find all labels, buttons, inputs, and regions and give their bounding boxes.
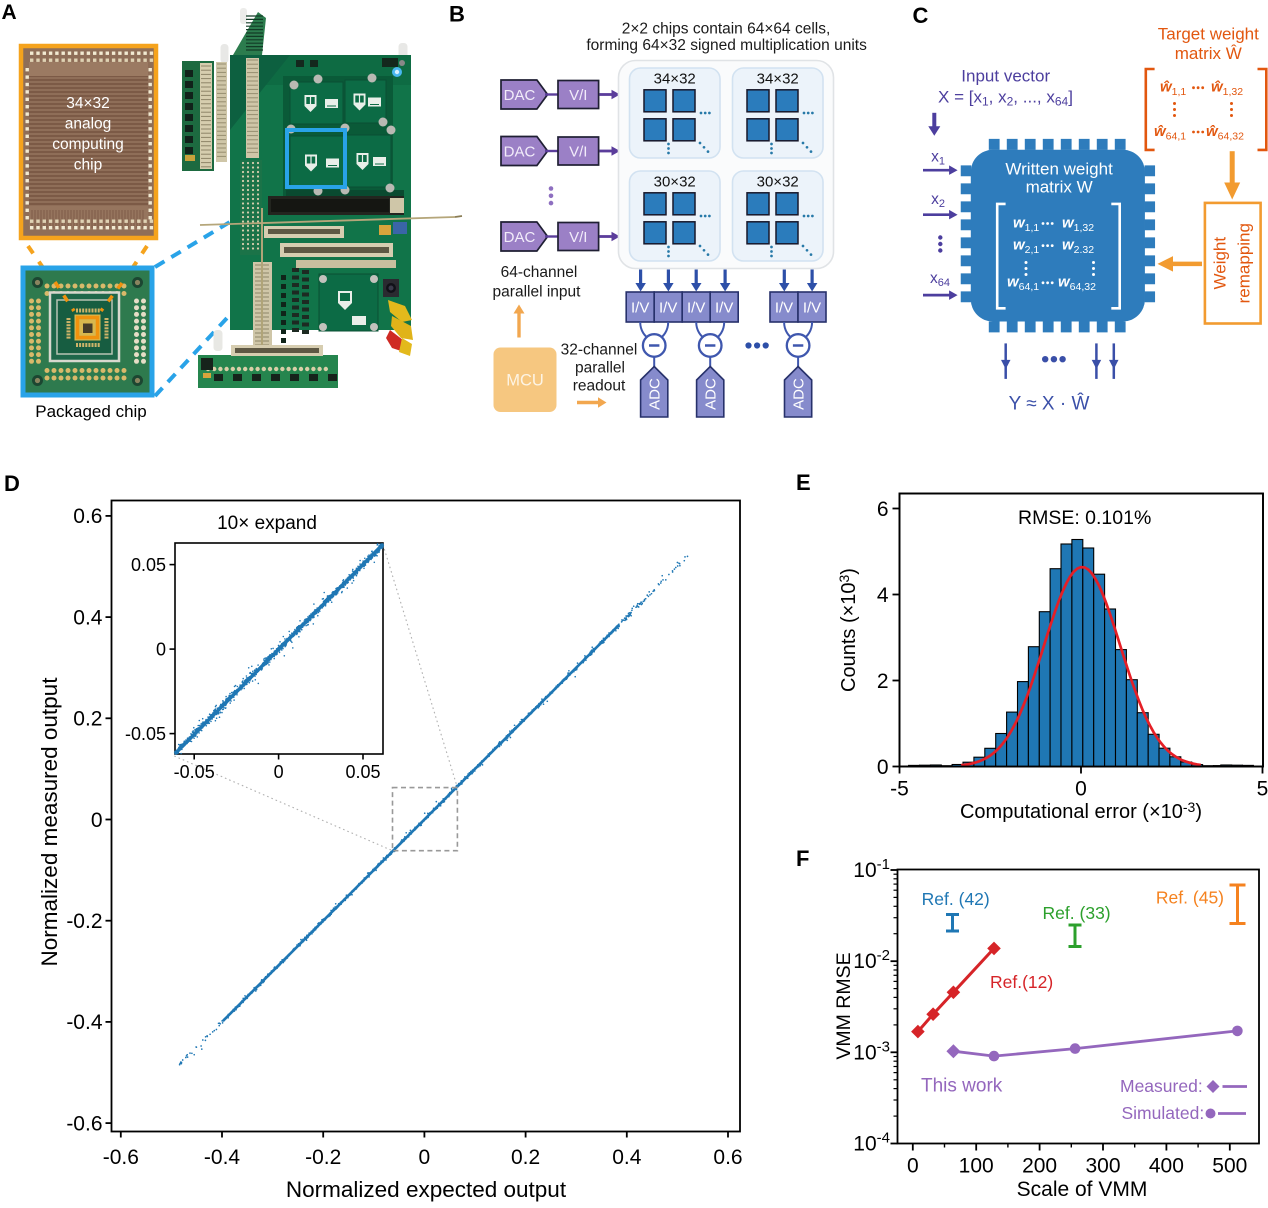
svg-text:Ref. (33): Ref. (33) (1043, 903, 1111, 923)
svg-text:Computational error (×10-3): Computational error (×10-3) (960, 799, 1202, 823)
svg-text:analog: analog (65, 116, 112, 133)
svg-text:E: E (796, 470, 811, 495)
svg-text:ADC: ADC (647, 378, 664, 410)
svg-text:Packaged chip: Packaged chip (35, 402, 147, 421)
svg-text:B: B (449, 2, 465, 27)
svg-text:30×32: 30×32 (654, 173, 696, 190)
svg-text:34×32: 34×32 (66, 95, 110, 112)
svg-text:0.4: 0.4 (73, 606, 103, 629)
svg-text:0: 0 (907, 1155, 919, 1178)
svg-text:I/V: I/V (687, 299, 705, 316)
svg-text:-0.05: -0.05 (125, 724, 166, 744)
svg-text:matrix Ŵ: matrix Ŵ (1175, 44, 1242, 63)
svg-text:I/V: I/V (715, 299, 733, 316)
svg-text:-0.2: -0.2 (66, 910, 102, 933)
svg-text:parallel: parallel (575, 360, 625, 377)
svg-text:I/V: I/V (631, 299, 649, 316)
svg-text:0: 0 (156, 639, 166, 659)
svg-text:DAC: DAC (504, 229, 536, 246)
svg-text:F: F (796, 846, 809, 871)
svg-text:D: D (4, 471, 20, 496)
svg-text:V/I: V/I (569, 143, 587, 160)
svg-text:0: 0 (91, 809, 103, 832)
svg-text:-0.4: -0.4 (204, 1146, 241, 1169)
svg-text:500: 500 (1212, 1155, 1247, 1178)
svg-text:I/V: I/V (803, 299, 821, 316)
svg-text:chip: chip (74, 157, 102, 174)
svg-text:Ref. (45): Ref. (45) (1156, 888, 1224, 908)
svg-text:5: 5 (1257, 778, 1268, 801)
svg-text:-0.05: -0.05 (174, 762, 215, 782)
svg-text:0: 0 (419, 1146, 431, 1169)
svg-text:0.05: 0.05 (131, 555, 166, 575)
svg-text:computing: computing (52, 136, 124, 153)
svg-text:Normalized expected output: Normalized expected output (286, 1177, 567, 1202)
svg-text:-0.6: -0.6 (103, 1146, 139, 1169)
svg-text:Measured:: Measured: (1120, 1076, 1203, 1096)
svg-text:V/I: V/I (569, 87, 587, 104)
svg-text:34×32: 34×32 (654, 70, 696, 87)
svg-text:forming 64×32 signed multiplic: forming 64×32 signed multiplication unit… (586, 37, 867, 54)
svg-text:RMSE: 0.101%: RMSE: 0.101% (1018, 507, 1151, 529)
svg-text:0.2: 0.2 (73, 708, 102, 731)
svg-text:34×32: 34×32 (757, 70, 799, 87)
svg-text:Counts (×103): Counts (×103) (836, 568, 860, 692)
svg-text:64-channel: 64-channel (501, 264, 578, 281)
svg-text:6: 6 (877, 498, 889, 521)
svg-text:matrix W: matrix W (1026, 178, 1093, 197)
svg-text:A: A (2, 1, 17, 24)
svg-text:Weight: Weight (1211, 237, 1230, 290)
svg-text:readout: readout (573, 378, 626, 395)
svg-text:2: 2 (877, 670, 889, 693)
svg-text:0.4: 0.4 (612, 1146, 642, 1169)
svg-text:ADC: ADC (703, 378, 720, 410)
svg-text:32-channel: 32-channel (561, 342, 638, 359)
svg-text:Simulated:: Simulated: (1122, 1103, 1205, 1123)
svg-text:I/V: I/V (659, 299, 677, 316)
svg-text:DAC: DAC (504, 144, 536, 161)
svg-text:Written weight: Written weight (1005, 160, 1113, 179)
svg-text:VMM RMSE: VMM RMSE (833, 952, 855, 1059)
svg-text:ADC: ADC (790, 378, 807, 410)
svg-text:10-4: 10-4 (853, 1130, 890, 1156)
svg-text:Ref.(12): Ref.(12) (990, 972, 1053, 992)
svg-text:MCU: MCU (506, 372, 544, 390)
svg-text:X = [x1, x2, ..., x64]: X = [x1, x2, ..., x64] (938, 88, 1073, 109)
svg-text:C: C (913, 3, 929, 28)
svg-text:0.6: 0.6 (713, 1146, 742, 1169)
svg-text:-0.4: -0.4 (66, 1011, 103, 1034)
svg-text:100: 100 (959, 1155, 994, 1178)
svg-text:Y ≈ X · Ŵ: Y ≈ X · Ŵ (1009, 393, 1090, 415)
svg-text:0: 0 (1075, 778, 1087, 801)
svg-text:4: 4 (877, 584, 889, 607)
svg-text:This work: This work (921, 1076, 1003, 1097)
svg-text:300: 300 (1085, 1155, 1120, 1178)
svg-text:-0.2: -0.2 (305, 1146, 341, 1169)
svg-text:400: 400 (1149, 1155, 1184, 1178)
svg-text:-5: -5 (890, 778, 909, 801)
svg-text:V/I: V/I (569, 229, 587, 246)
svg-text:30×32: 30×32 (757, 173, 799, 190)
svg-text:-0.6: -0.6 (66, 1112, 102, 1135)
svg-text:0.05: 0.05 (345, 762, 380, 782)
svg-text:remapping: remapping (1234, 223, 1253, 303)
svg-text:Normalized measured output: Normalized measured output (37, 677, 62, 967)
svg-text:0.6: 0.6 (73, 505, 102, 528)
svg-text:Scale of VMM: Scale of VMM (1017, 1178, 1148, 1201)
svg-text:2×2 chips contain 64×64 cells,: 2×2 chips contain 64×64 cells, (622, 20, 831, 37)
svg-text:0: 0 (877, 756, 889, 779)
svg-text:Input vector: Input vector (961, 66, 1050, 85)
svg-text:DAC: DAC (504, 87, 536, 104)
svg-text:200: 200 (1022, 1155, 1057, 1178)
svg-text:Target weight: Target weight (1158, 24, 1259, 43)
svg-text:Ref. (42): Ref. (42) (922, 889, 990, 909)
svg-text:0.2: 0.2 (511, 1146, 540, 1169)
svg-text:I/V: I/V (775, 299, 793, 316)
svg-text:parallel input: parallel input (493, 284, 582, 301)
svg-text:10× expand: 10× expand (217, 513, 317, 534)
svg-text:0: 0 (274, 762, 284, 782)
